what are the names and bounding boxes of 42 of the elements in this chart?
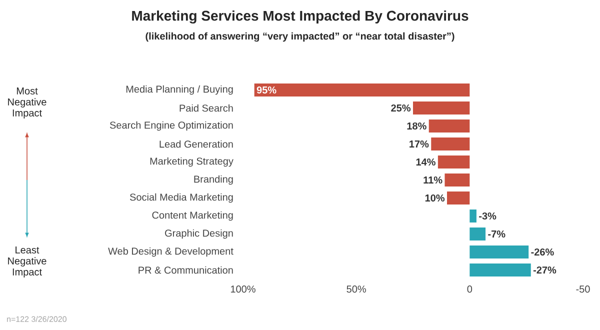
- y-tick-label: Marketing Strategy: [150, 157, 234, 167]
- bar: [470, 246, 529, 259]
- x-tick-label: 50%: [346, 286, 366, 293]
- data-label: 14%: [416, 158, 436, 166]
- text: Least Negative Impact: [8, 246, 46, 278]
- chart-title: Marketing Services Most Impacted By Coronavirus: [132, 10, 468, 24]
- data-label: 10%: [425, 194, 445, 202]
- text: Most Negative Impact: [8, 88, 46, 118]
- y-tick-label: Social Media Marketing: [130, 193, 233, 203]
- bar: [446, 192, 470, 205]
- bar: [413, 102, 470, 114]
- y-tick-label: Web Design & Development: [108, 247, 234, 257]
- y-tick-label: Media Planning / Buying: [126, 85, 233, 95]
- data-label: 17%: [410, 140, 429, 148]
- bar: [254, 84, 470, 97]
- y-tick-label: Content Marketing: [152, 211, 233, 221]
- data-label: -26%: [531, 248, 554, 256]
- y-tick-label: PR & Communication: [138, 266, 233, 274]
- chart-subtitle: (likelihood of answering “very impacted” or “near total disaster”): [146, 32, 454, 42]
- bar: [470, 210, 476, 222]
- data-label: 18%: [407, 122, 426, 130]
- bar: [470, 264, 531, 277]
- data-label: 11%: [424, 176, 442, 184]
- x-tick-label: 0: [467, 286, 472, 293]
- text: n=122 3/26/2020: [7, 316, 66, 322]
- data-label: -27%: [533, 266, 556, 274]
- bar: [428, 120, 470, 132]
- y-tick-label: Graphic Design: [165, 229, 233, 239]
- bar: [470, 228, 486, 240]
- data-label: -7%: [488, 230, 506, 238]
- data-label: -3%: [479, 212, 496, 220]
- bar: [444, 174, 470, 187]
- y-tick-label: Branding: [194, 175, 233, 185]
- y-tick-label: Lead Generation: [160, 140, 233, 148]
- x-tick-label: -50: [576, 286, 590, 293]
- bar: [438, 156, 470, 169]
- bar: [431, 138, 470, 150]
- y-tick-label: Search Engine Optimization: [110, 121, 233, 131]
- x-tick-label: 100%: [230, 286, 256, 293]
- y-tick-label: Paid Search: [180, 104, 233, 112]
- data-label: 95%: [256, 86, 276, 94]
- data-label: 25%: [391, 104, 411, 112]
